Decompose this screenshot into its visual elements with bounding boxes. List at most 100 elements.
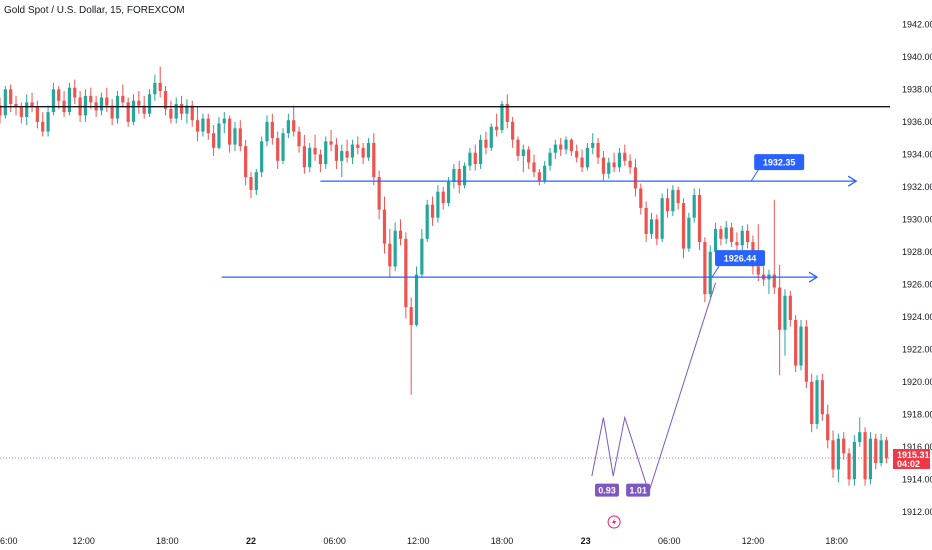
- candle-body: [377, 177, 381, 210]
- y-tick-label: 1930.00: [902, 214, 932, 224]
- candle-body: [244, 146, 248, 178]
- candle-body: [735, 242, 739, 246]
- candle-body: [815, 380, 819, 425]
- candle-body: [697, 194, 702, 243]
- candle-body: [3, 89, 7, 116]
- x-tick-label: 6:00: [0, 536, 18, 546]
- ratio-label: 0.93: [598, 486, 616, 496]
- candle-body: [302, 146, 306, 168]
- candle-body: [852, 441, 856, 480]
- candle-body: [318, 154, 322, 165]
- candle-body: [436, 191, 440, 218]
- candle-body: [190, 105, 194, 121]
- candle-body: [201, 118, 205, 132]
- candle-body: [142, 105, 146, 114]
- candle-body: [228, 118, 232, 145]
- candle-body: [484, 139, 488, 148]
- candle-body: [19, 107, 23, 117]
- candle-body: [446, 181, 451, 204]
- candle-body: [842, 438, 846, 454]
- candle-body: [452, 168, 456, 182]
- y-tick-label: 1934.00: [902, 149, 932, 159]
- y-tick-label: 1928.00: [902, 247, 932, 257]
- candle-body: [874, 438, 878, 464]
- candle-body: [879, 440, 883, 464]
- candle-body: [858, 432, 862, 442]
- candle-body: [281, 133, 285, 161]
- x-tick-label: 18:00: [825, 536, 848, 546]
- x-tick-label: 18:00: [156, 536, 179, 546]
- candle-body: [185, 105, 189, 114]
- x-tick-label: 12:00: [407, 536, 430, 546]
- candle-body: [511, 121, 515, 140]
- candle-body: [799, 326, 803, 366]
- candle-body: [687, 217, 691, 249]
- candle-body: [591, 142, 595, 148]
- candle-body: [521, 149, 525, 156]
- candle-body: [292, 120, 296, 132]
- current-price-badge: [893, 448, 930, 469]
- candle-body: [826, 414, 830, 441]
- candle-body: [163, 90, 168, 109]
- candle-body: [372, 142, 376, 178]
- candle-body: [810, 381, 814, 425]
- candle-body: [468, 152, 472, 166]
- candle-body: [746, 230, 750, 243]
- candle-body: [212, 133, 216, 148]
- current-price-value: 1915.31: [897, 450, 930, 460]
- x-tick-label: 06:00: [323, 536, 346, 546]
- candle-body: [89, 95, 93, 103]
- candle-body: [569, 139, 573, 152]
- candle-body: [868, 438, 873, 480]
- candle-body: [297, 131, 301, 147]
- target-arrow-icon: [847, 175, 858, 187]
- candle-body: [527, 149, 531, 163]
- candle-body: [457, 168, 461, 186]
- ratio-badge: [594, 483, 619, 497]
- x-tick-label: 12:00: [742, 536, 765, 546]
- candle-body: [564, 139, 568, 150]
- candle-body: [313, 147, 317, 155]
- candle-body: [238, 128, 242, 147]
- candle-body: [884, 440, 889, 459]
- candle-body: [676, 190, 680, 204]
- candle-body: [612, 162, 616, 168]
- candle-body: [794, 320, 798, 366]
- candle-body: [575, 151, 579, 158]
- candle-body: [462, 165, 467, 186]
- candle-body: [500, 103, 504, 130]
- candle-body: [863, 432, 867, 480]
- x-tick-label: 23: [581, 536, 591, 546]
- y-tick-label: 1924.00: [902, 312, 932, 322]
- candle-body: [270, 121, 274, 139]
- candle-body: [671, 190, 675, 212]
- candle-body: [340, 151, 344, 161]
- candle-body: [655, 219, 659, 239]
- candle-body: [217, 123, 221, 148]
- candle-body: [543, 165, 547, 181]
- candle-body: [559, 144, 563, 150]
- candle-body: [724, 227, 728, 239]
- candle-body: [388, 243, 392, 267]
- current-price-countdown: 04:02: [897, 459, 920, 469]
- candle-body: [783, 295, 787, 330]
- candle-body: [473, 152, 477, 165]
- candle-body: [617, 152, 622, 168]
- candle-body: [633, 167, 638, 189]
- candle-body: [195, 120, 200, 132]
- candle-body: [153, 82, 157, 95]
- candle-body: [30, 102, 34, 108]
- candle-body: [495, 126, 499, 130]
- candle-body: [778, 287, 782, 330]
- candle-body: [649, 219, 654, 234]
- candle-body: [174, 103, 178, 119]
- candle-body: [601, 157, 606, 174]
- candle-body: [708, 251, 712, 295]
- y-tick-label: 1916.00: [902, 442, 932, 452]
- candle-body: [580, 157, 584, 168]
- candle-body: [398, 230, 403, 239]
- candle-body: [222, 118, 226, 124]
- chart-title: Gold Spot / U.S. Dollar, 15, FOREXCOM: [4, 5, 185, 16]
- candle-body: [393, 230, 397, 267]
